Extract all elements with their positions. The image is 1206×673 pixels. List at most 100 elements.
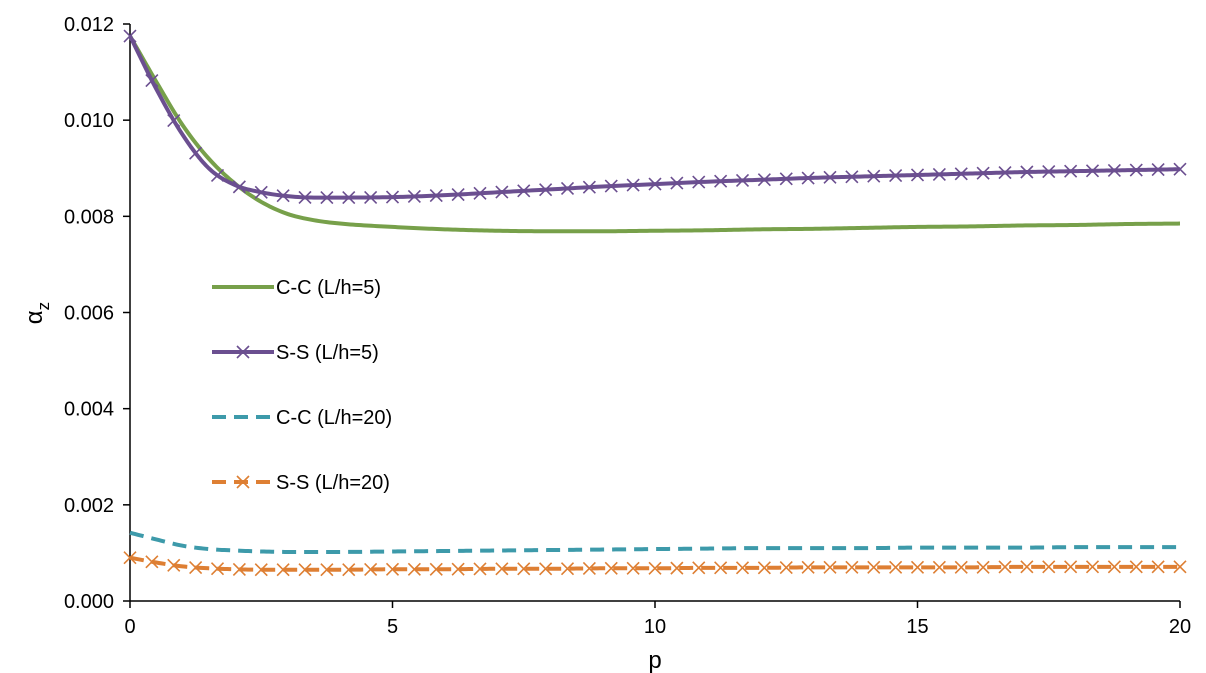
data-point-marker: [1173, 560, 1187, 574]
data-point-marker: [342, 191, 356, 205]
data-point-marker: [976, 166, 990, 180]
data-point-marker: [495, 185, 509, 199]
data-point-marker: [539, 562, 553, 576]
x-tick-label: 15: [906, 616, 928, 638]
data-point-marker: [954, 560, 968, 574]
x-tick-label: 10: [644, 616, 666, 638]
data-point-marker: [735, 561, 750, 575]
data-point-marker: [1107, 163, 1121, 177]
data-point-marker: [123, 29, 137, 43]
y-tick-label: 0.010: [64, 110, 114, 132]
data-point-marker: [1107, 560, 1121, 574]
data-point-marker: [189, 560, 203, 575]
data-point-marker: [320, 191, 334, 205]
data-point-marker: [648, 177, 662, 191]
data-point-marker: [582, 561, 596, 575]
data-point-marker: [385, 190, 400, 204]
data-point-marker: [407, 189, 421, 204]
y-axis-title: αz: [21, 302, 53, 324]
legend: C-C (L/h=5) S-S (L/h=5) C-C (L/h=20) S-S (L…: [212, 277, 392, 494]
data-point-marker: [1085, 164, 1100, 178]
y-tick-label: 0.006: [64, 303, 114, 325]
data-point-marker: [451, 187, 465, 202]
y-axis-title-subscript: z: [34, 302, 53, 311]
data-point-marker: [757, 173, 771, 187]
series-lines: [123, 29, 1187, 577]
data-point-marker: [1151, 560, 1165, 574]
legend-item: C-C (L/h=20): [212, 407, 392, 429]
data-point-marker: [342, 563, 356, 577]
data-point-marker: [407, 562, 421, 576]
data-point-marker: [254, 563, 268, 577]
series-2: [123, 29, 1187, 205]
data-point-marker: [451, 562, 465, 576]
data-point-marker: [429, 189, 443, 203]
data-point-marker: [889, 560, 903, 574]
data-point-marker: [604, 179, 618, 193]
data-point-marker: [1042, 165, 1056, 179]
data-point-marker: [1129, 560, 1143, 574]
data-point-marker: [276, 189, 290, 203]
data-point-marker: [1151, 163, 1165, 177]
data-point-marker: [189, 146, 203, 160]
data-point-marker: [298, 190, 312, 204]
data-point-marker: [473, 562, 487, 576]
legend-item: C-C (L/h=5): [212, 277, 381, 299]
data-point-marker: [779, 561, 793, 575]
data-point-marker: [232, 562, 246, 576]
data-point-marker: [714, 561, 728, 575]
y-tick-label: 0.000: [64, 591, 114, 613]
data-point-marker: [670, 176, 684, 190]
x-axis-title: p: [648, 647, 661, 673]
data-point-marker: [692, 561, 706, 575]
data-point-marker: [232, 180, 246, 194]
data-point-marker: [976, 560, 990, 574]
data-point-marker: [254, 185, 268, 199]
legend-marker: [236, 475, 250, 489]
data-point-marker: [1064, 164, 1078, 178]
y-tick-label: 0.008: [64, 206, 114, 228]
data-point-marker: [910, 168, 925, 182]
legend-label: C-C (L/h=20): [276, 407, 392, 429]
data-point-marker: [998, 560, 1012, 574]
data-point-marker: [473, 186, 487, 200]
data-point-marker: [801, 171, 815, 185]
data-point-marker: [1064, 560, 1078, 574]
data-point-marker: [889, 169, 903, 183]
legend-item: S-S (L/h=5): [212, 342, 379, 364]
data-point-marker: [1020, 560, 1034, 574]
data-point-marker: [1085, 560, 1100, 574]
data-point-marker: [757, 561, 771, 575]
data-point-marker: [560, 562, 575, 576]
series-3: [129, 530, 1180, 554]
x-tick-label: 20: [1169, 616, 1191, 638]
data-point-marker: [495, 562, 509, 576]
data-point-marker: [517, 562, 531, 576]
y-tick-label: 0.012: [64, 14, 114, 36]
data-point-marker: [560, 181, 575, 195]
data-point-marker: [517, 184, 531, 198]
legend-label: C-C (L/h=5): [276, 277, 381, 299]
x-tick-label: 5: [387, 616, 398, 638]
data-point-marker: [648, 561, 662, 575]
data-point-marker: [1173, 162, 1187, 176]
series-line: [129, 530, 1180, 554]
data-point-marker: [932, 167, 946, 181]
data-point-marker: [714, 174, 728, 188]
data-point-marker: [670, 561, 684, 575]
data-point-marker: [1129, 163, 1143, 177]
data-point-marker: [385, 562, 400, 576]
series-line: [128, 35, 1181, 234]
data-point-marker: [626, 561, 640, 575]
data-point-marker: [123, 551, 137, 565]
data-point-marker: [626, 178, 640, 192]
axes: [129, 24, 1180, 602]
data-point-marker: [210, 562, 225, 576]
data-point-marker: [539, 183, 553, 197]
data-point-marker: [1020, 165, 1034, 179]
legend-label: S-S (L/h=20): [276, 472, 390, 494]
data-point-marker: [779, 172, 793, 186]
data-point-marker: [276, 563, 290, 577]
data-point-marker: [932, 560, 946, 574]
